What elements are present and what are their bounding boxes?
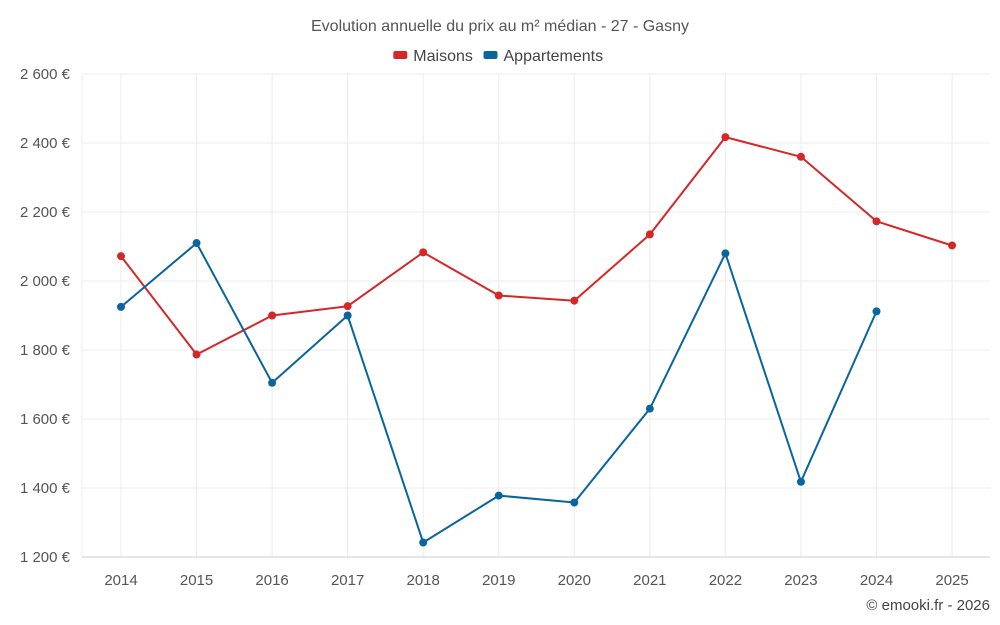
data-point-appartements (343, 311, 352, 320)
legend: Maisons Appartements (393, 48, 603, 65)
x-tick-label: 2018 (407, 572, 440, 589)
credit-text: © emooki.fr - 2026 (866, 597, 990, 614)
legend-item-maisons[interactable]: Maisons (393, 48, 473, 65)
data-point-appartements (796, 477, 805, 486)
y-tick-label: 2 200 € (20, 204, 71, 221)
x-tick-label: 2024 (860, 572, 893, 589)
y-tick-label: 1 400 € (20, 480, 71, 497)
x-tick-label: 2023 (784, 572, 817, 589)
data-point-appartements (117, 302, 125, 311)
data-point-appartements (570, 498, 579, 507)
series-line-maisons (120, 136, 953, 356)
data-point-maisons (494, 291, 503, 300)
x-tick-label: 2015 (180, 572, 213, 589)
data-point-maisons (796, 152, 805, 161)
x-tick-label: 2014 (104, 572, 137, 589)
y-tick-label: 2 400 € (20, 135, 71, 152)
data-point-appartements (645, 404, 654, 413)
grid-lines (81, 73, 990, 557)
data-point-maisons (419, 248, 428, 257)
data-point-maisons (192, 350, 201, 359)
y-tick-label: 1 200 € (20, 549, 71, 566)
data-point-appartements (268, 378, 277, 387)
data-point-maisons (721, 133, 730, 142)
data-point-maisons (117, 252, 125, 261)
chart-title: Evolution annuelle du prix au m² médian … (311, 18, 689, 35)
legend-swatch (393, 51, 408, 59)
y-tick-label: 1 600 € (20, 411, 71, 428)
data-point-appartements (494, 491, 503, 500)
x-tick-label: 2021 (633, 572, 666, 589)
data-point-appartements (872, 307, 881, 316)
data-point-appartements (721, 249, 730, 258)
legend-swatch (483, 51, 498, 59)
x-tick-label: 2025 (935, 572, 968, 589)
data-point-maisons (645, 230, 654, 239)
series-appartements (117, 239, 881, 547)
y-tick-label: 2 000 € (20, 273, 71, 290)
legend-label: Appartements (504, 48, 604, 65)
x-tick-label: 2022 (709, 572, 742, 589)
data-point-maisons (570, 296, 579, 305)
x-tick-label: 2020 (558, 572, 591, 589)
series-maisons (117, 133, 957, 359)
x-tick-label: 2017 (331, 572, 364, 589)
legend-label: Maisons (413, 48, 473, 65)
data-point-maisons (343, 302, 352, 311)
x-tick-label: 2016 (255, 572, 288, 589)
legend-item-appartements[interactable]: Appartements (483, 48, 604, 65)
y-tick-label: 1 800 € (20, 342, 71, 359)
x-axis: 2014 2015 2016 2017 2018 2019 2020 2021 2022 2023… (82, 556, 990, 589)
data-point-maisons (948, 241, 957, 250)
series-layer (117, 133, 957, 547)
data-point-appartements (419, 538, 428, 547)
data-point-maisons (872, 217, 881, 226)
data-point-appartements (192, 239, 201, 248)
data-point-maisons (268, 311, 277, 320)
x-tick-label: 2019 (482, 572, 515, 589)
y-axis: 1 200 € 1 400 € 1 600 € 1 800 € 2 000 € 2 200… (20, 66, 71, 566)
y-tick-label: 2 600 € (20, 66, 71, 83)
